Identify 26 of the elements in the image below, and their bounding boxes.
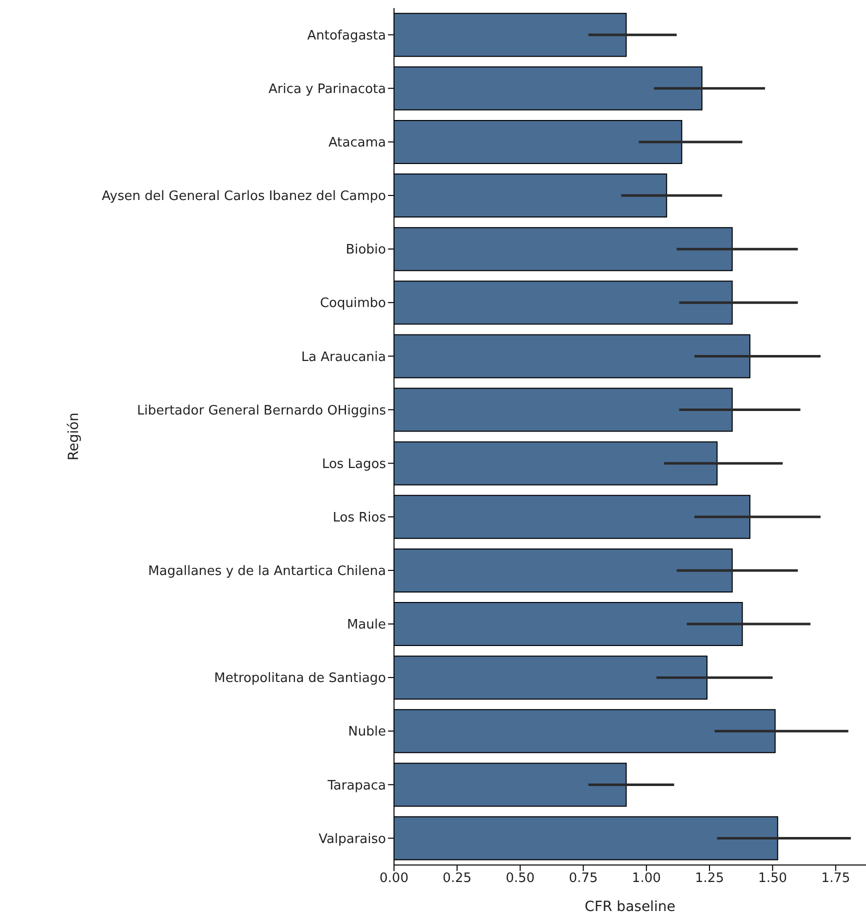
y-tick-label: Arica y Parinacota bbox=[268, 82, 386, 97]
y-tick-label: Magallanes y de la Antartica Chilena bbox=[148, 564, 386, 580]
y-tick-label: Atacama bbox=[328, 136, 386, 151]
y-tick-label: Biobio bbox=[346, 242, 386, 258]
x-tick-label: 0.00 bbox=[380, 871, 408, 886]
x-tick-label: 1.50 bbox=[758, 871, 788, 886]
y-tick-label: Antofagasta bbox=[307, 28, 386, 44]
y-tick-label: Maule bbox=[346, 618, 386, 633]
y-tick-label: Nuble bbox=[348, 724, 386, 740]
x-axis-title: CFR baseline bbox=[584, 899, 676, 915]
x-tick-label: 0.25 bbox=[442, 871, 472, 886]
x-tick-label: 1.00 bbox=[632, 871, 661, 886]
x-tick-label: 0.75 bbox=[568, 871, 598, 886]
y-tick-label: Metropolitana de Santiago bbox=[214, 671, 386, 686]
y-tick-label: Coquimbo bbox=[320, 296, 386, 312]
y-tick-label: Valparaiso bbox=[318, 832, 386, 847]
y-tick-label: La Araucania bbox=[301, 350, 386, 365]
y-tick-label: Tarapaca bbox=[326, 778, 386, 794]
x-tick-label: 1.25 bbox=[695, 871, 724, 886]
y-tick-label: Libertador General Bernardo OHiggins bbox=[137, 403, 386, 418]
y-tick-label: Los Rios bbox=[332, 510, 386, 526]
x-tick-label: 0.50 bbox=[506, 871, 535, 886]
y-tick-label: Los Lagos bbox=[322, 456, 386, 472]
y-tick-label: Aysen del General Carlos Ibanez del Campo bbox=[102, 189, 386, 204]
x-tick-label: 1.75 bbox=[821, 871, 850, 886]
y-axis-title: Región bbox=[66, 412, 82, 460]
